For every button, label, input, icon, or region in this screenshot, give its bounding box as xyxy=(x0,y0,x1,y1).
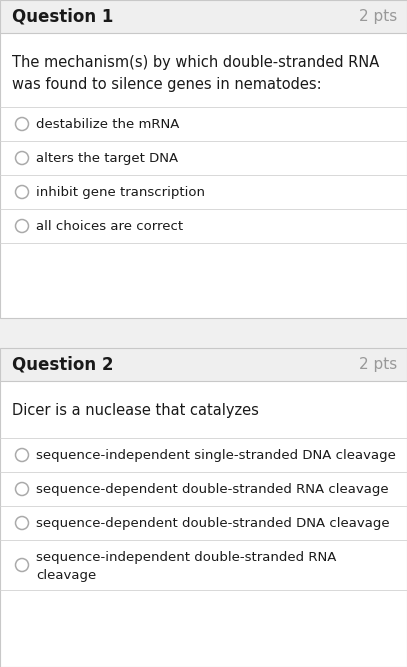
Text: alters the target DNA: alters the target DNA xyxy=(36,152,178,165)
Bar xyxy=(0,0,407,33)
Text: Question 2: Question 2 xyxy=(12,356,114,374)
Text: Dicer is a nuclease that catalyzes: Dicer is a nuclease that catalyzes xyxy=(12,403,259,418)
Bar xyxy=(0,348,407,667)
Circle shape xyxy=(15,516,28,530)
Bar xyxy=(0,0,407,318)
Text: inhibit gene transcription: inhibit gene transcription xyxy=(36,186,205,199)
Circle shape xyxy=(15,117,28,131)
Text: sequence-dependent double-stranded RNA cleavage: sequence-dependent double-stranded RNA c… xyxy=(36,483,389,496)
Text: sequence-independent single-stranded DNA cleavage: sequence-independent single-stranded DNA… xyxy=(36,449,396,462)
Circle shape xyxy=(15,448,28,462)
Text: sequence-dependent double-stranded DNA cleavage: sequence-dependent double-stranded DNA c… xyxy=(36,517,389,530)
Text: 2 pts: 2 pts xyxy=(359,9,397,24)
Bar xyxy=(0,348,407,667)
Circle shape xyxy=(15,151,28,165)
Bar xyxy=(0,0,407,318)
Text: destabilize the mRNA: destabilize the mRNA xyxy=(36,118,179,131)
Circle shape xyxy=(15,185,28,199)
Circle shape xyxy=(15,482,28,496)
Text: all choices are correct: all choices are correct xyxy=(36,220,183,233)
Text: 2 pts: 2 pts xyxy=(359,357,397,372)
Circle shape xyxy=(15,219,28,233)
Text: sequence-independent double-stranded RNA
cleavage: sequence-independent double-stranded RNA… xyxy=(36,551,336,582)
Text: Question 1: Question 1 xyxy=(12,7,114,25)
Text: The mechanism(s) by which double-stranded RNA
was found to silence genes in nema: The mechanism(s) by which double-strande… xyxy=(12,55,379,91)
Circle shape xyxy=(15,558,28,572)
Bar xyxy=(0,348,407,381)
